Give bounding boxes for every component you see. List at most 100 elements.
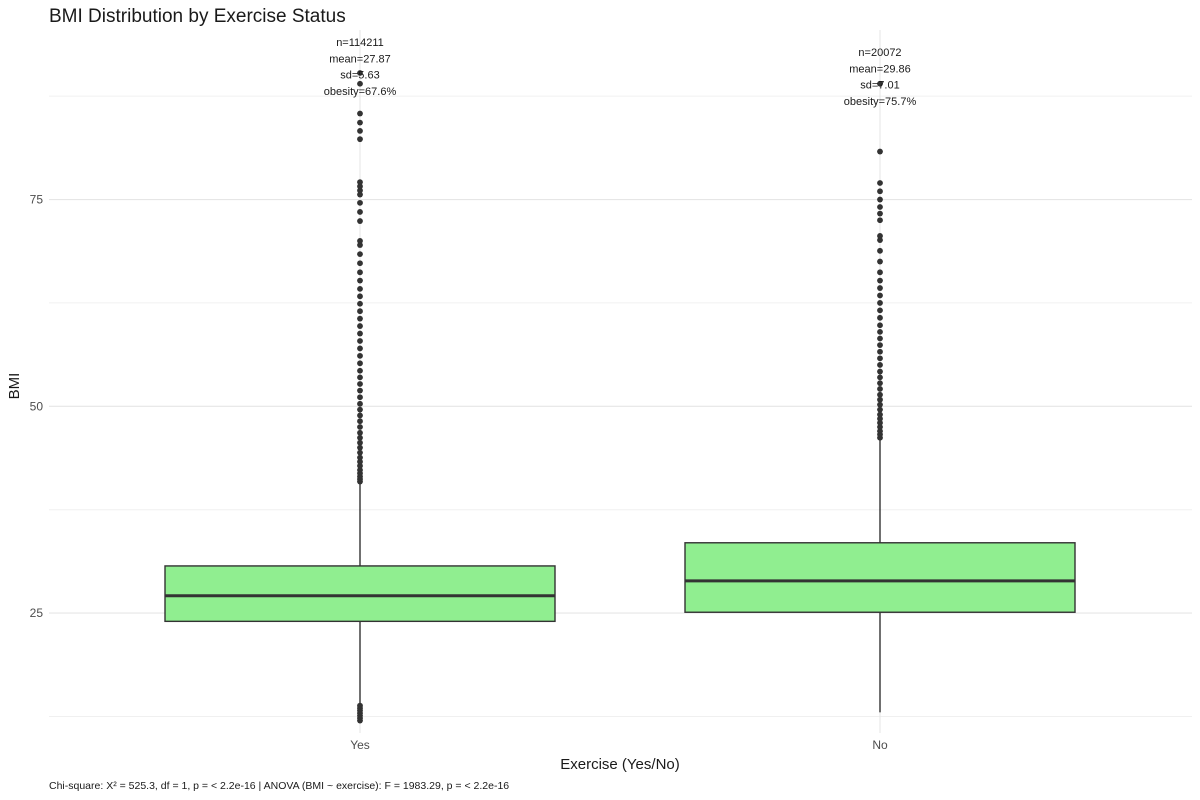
outlier-point — [357, 387, 363, 394]
outlier-point — [357, 315, 363, 322]
outlier-point — [357, 444, 363, 451]
outlier-point — [877, 148, 883, 155]
outlier-point — [357, 418, 363, 425]
outlier-point — [877, 247, 883, 254]
y-tick-label: 50 — [30, 399, 44, 413]
outlier-point — [357, 352, 363, 359]
outlier-point — [877, 386, 883, 392]
outlier-point — [357, 308, 363, 315]
outlier-point — [357, 454, 363, 461]
outlier-point — [357, 360, 363, 367]
y-axis-title: BMI — [6, 373, 23, 400]
iqr-box — [164, 565, 556, 623]
outlier-point — [357, 323, 363, 329]
outlier-point — [877, 396, 883, 403]
x-tick-label: No — [872, 738, 888, 752]
outlier-point — [357, 277, 363, 284]
outlier-point — [877, 210, 883, 217]
outlier-point — [877, 307, 883, 314]
y-axis-ticks: 25 50 75 — [30, 193, 44, 621]
outlier-point — [877, 80, 883, 87]
outlier-point — [357, 439, 363, 446]
chart-caption: Chi-square: X² = 525.3, df = 1, p = < 2.… — [49, 780, 509, 792]
outlier-point — [357, 458, 363, 465]
boxplot-yes — [164, 70, 556, 724]
outlier-point — [357, 251, 363, 258]
outlier-point — [877, 300, 883, 306]
outlier-point — [357, 191, 363, 198]
outlier-point — [357, 293, 363, 300]
outlier-point — [357, 345, 363, 352]
gridlines — [49, 30, 1192, 733]
chart-title: BMI Distribution by Exercise Status — [49, 6, 346, 27]
outlier-point — [357, 702, 363, 709]
outlier-point — [357, 119, 363, 126]
outlier-point — [877, 188, 883, 195]
boxplots — [164, 70, 1076, 724]
outlier-point — [357, 187, 363, 194]
outlier-point — [357, 330, 363, 337]
annotation-line: sd=7.01 — [860, 80, 899, 92]
outlier-point — [877, 180, 883, 186]
outlier-point — [357, 136, 363, 143]
iqr-box — [684, 542, 1076, 613]
outlier-point — [357, 128, 363, 134]
outlier-point — [877, 335, 883, 342]
outlier-point — [877, 424, 883, 430]
outlier-point — [877, 314, 883, 321]
outlier-point — [877, 401, 883, 408]
outlier-point — [877, 237, 883, 243]
outlier-point — [877, 277, 883, 284]
outlier-point — [877, 196, 883, 203]
outlier-point — [877, 428, 883, 435]
outlier-point — [357, 70, 363, 76]
outlier-point — [357, 199, 363, 206]
outlier-point — [357, 260, 363, 267]
outlier-point — [877, 415, 883, 422]
x-axis-ticks: Yes No — [350, 738, 888, 752]
x-tick-label: Yes — [350, 738, 370, 752]
outlier-point — [877, 258, 883, 265]
outlier-point — [357, 183, 363, 190]
outlier-point — [357, 209, 363, 215]
outlier-point — [357, 429, 363, 436]
outlier-point — [877, 391, 883, 398]
outlier-point — [357, 300, 363, 307]
outlier-point — [357, 434, 363, 441]
outlier-point — [357, 238, 363, 244]
outlier-point — [357, 381, 363, 387]
outlier-point — [357, 462, 363, 469]
outlier-point — [357, 467, 363, 473]
outlier-point — [357, 338, 363, 344]
outlier-point — [877, 411, 883, 418]
annotation-line: mean=29.86 — [849, 63, 910, 75]
y-tick-label: 25 — [30, 606, 44, 620]
y-tick-label: 75 — [30, 193, 44, 207]
outlier-point — [877, 368, 883, 375]
outlier-point — [357, 449, 363, 456]
outlier-point — [357, 179, 363, 186]
annotation-line: sd=5.63 — [340, 70, 379, 82]
outlier-point — [357, 412, 363, 419]
outlier-point — [877, 419, 883, 426]
annotation-line: obesity=75.7% — [844, 96, 917, 108]
outlier-point — [877, 217, 883, 224]
outlier-point — [357, 110, 363, 117]
outlier-point — [357, 406, 363, 413]
annotation-line: n=114211 — [336, 37, 384, 49]
outlier-point — [357, 285, 363, 292]
x-axis-title: Exercise (Yes/No) — [560, 756, 680, 773]
outlier-point — [357, 400, 363, 407]
outlier-point — [877, 285, 883, 291]
annotation-line: n=20072 — [858, 47, 901, 59]
outlier-point — [877, 204, 883, 210]
outlier-point — [357, 269, 363, 276]
outlier-point — [357, 374, 363, 381]
outlier-point — [357, 424, 363, 430]
outlier-point — [877, 292, 883, 299]
outlier-point — [877, 233, 883, 239]
outlier-point — [877, 342, 883, 349]
annotation-line: mean=27.87 — [329, 53, 390, 65]
outlier-point — [877, 322, 883, 329]
